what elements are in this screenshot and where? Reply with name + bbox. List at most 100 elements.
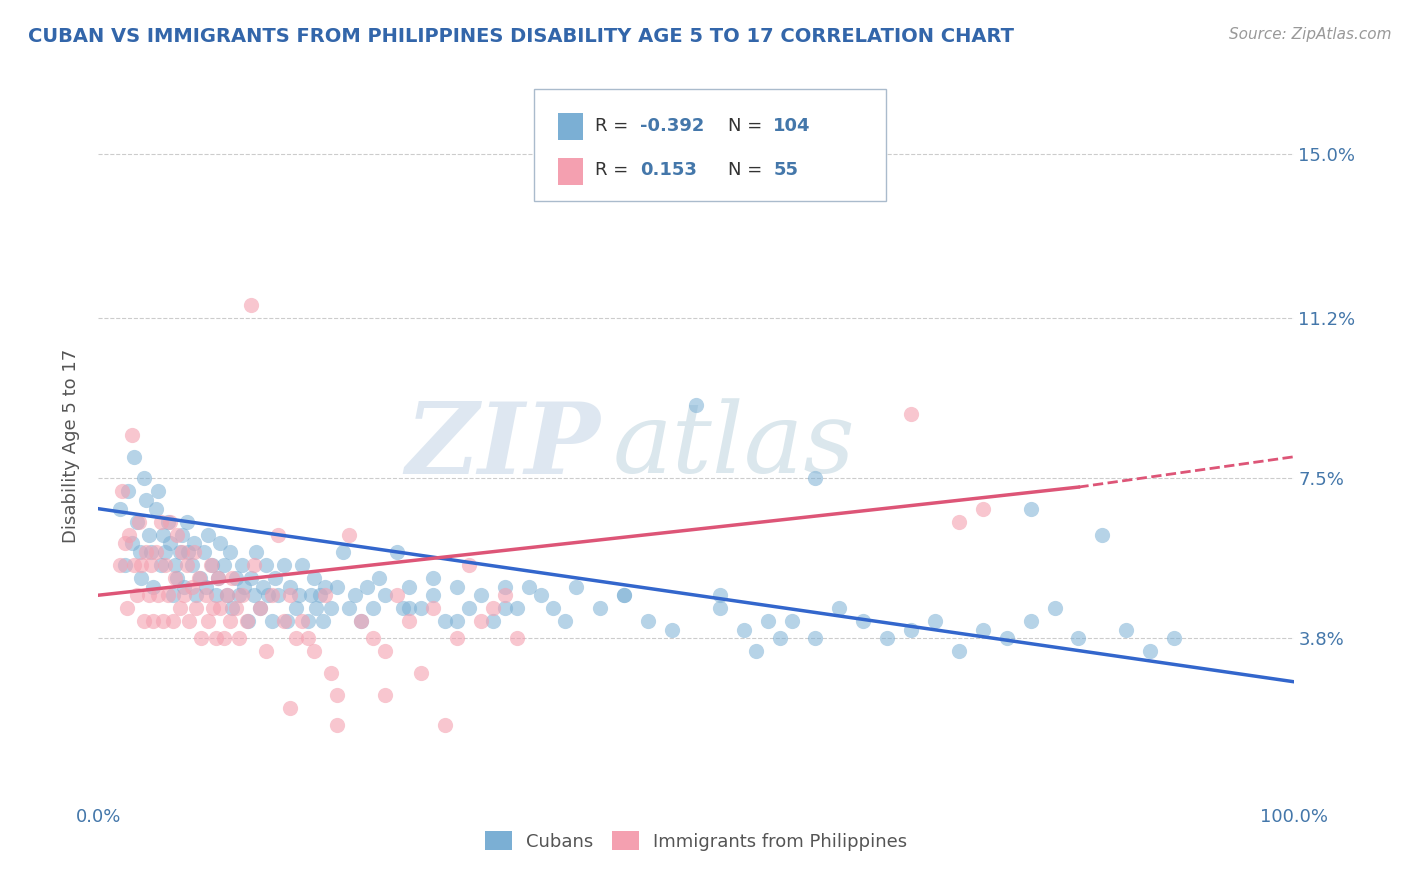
Point xyxy=(197,614,219,628)
Text: atlas: atlas xyxy=(613,399,855,493)
Point xyxy=(422,601,444,615)
Point xyxy=(1043,601,1066,615)
Point xyxy=(613,588,636,602)
Point xyxy=(613,588,636,602)
Point xyxy=(876,632,898,646)
Text: 0.153: 0.153 xyxy=(640,161,696,179)
Text: CUBAN VS IMMIGRANTS FROM PHILIPPINES DISABILITY AGE 5 TO 17 CORRELATION CHART: CUBAN VS IMMIGRANTS FROM PHILIPPINES DIS… xyxy=(28,27,1014,45)
Point xyxy=(411,666,433,681)
Point xyxy=(201,558,224,572)
Point xyxy=(278,580,301,594)
Point xyxy=(995,632,1018,646)
Point xyxy=(392,601,415,615)
Point xyxy=(217,588,239,602)
Point xyxy=(312,614,335,628)
Point xyxy=(162,614,184,628)
Point xyxy=(458,558,481,572)
Point xyxy=(249,601,271,615)
Point xyxy=(506,601,529,615)
Point xyxy=(172,545,194,559)
Point xyxy=(231,588,253,602)
Point xyxy=(273,614,295,628)
Point xyxy=(260,588,283,602)
Point xyxy=(470,614,492,628)
Point xyxy=(1139,644,1161,658)
Point xyxy=(207,571,229,585)
Point xyxy=(315,588,337,602)
Point xyxy=(166,571,188,585)
Point xyxy=(129,545,152,559)
Point xyxy=(219,545,242,559)
Point xyxy=(332,545,354,559)
Point xyxy=(302,571,325,585)
Point xyxy=(308,588,330,602)
Point xyxy=(481,601,505,615)
Point xyxy=(517,580,540,594)
Point xyxy=(249,601,271,615)
Point xyxy=(121,428,143,442)
Point xyxy=(900,623,922,637)
Point xyxy=(114,558,136,572)
Point xyxy=(128,515,150,529)
Point xyxy=(121,536,143,550)
Point xyxy=(217,588,239,602)
Point xyxy=(149,558,172,572)
Point xyxy=(299,588,322,602)
Point xyxy=(200,558,222,572)
Point xyxy=(195,580,218,594)
Point xyxy=(155,545,177,559)
Point xyxy=(135,493,157,508)
Point xyxy=(565,580,588,594)
Point xyxy=(302,644,325,658)
Point xyxy=(506,632,529,646)
Point xyxy=(350,614,373,628)
Point xyxy=(228,632,250,646)
Point xyxy=(260,614,283,628)
Point xyxy=(188,571,211,585)
Point xyxy=(163,571,186,585)
Point xyxy=(111,484,134,499)
Point xyxy=(339,527,361,541)
Point xyxy=(481,614,505,628)
Point xyxy=(138,588,160,602)
Point xyxy=(159,515,181,529)
Point xyxy=(202,601,225,615)
Point xyxy=(183,545,205,559)
Point xyxy=(398,580,420,594)
Point xyxy=(398,614,420,628)
Point xyxy=(138,527,160,541)
Point xyxy=(1019,614,1042,628)
Text: ZIP: ZIP xyxy=(405,398,600,494)
Point xyxy=(219,614,242,628)
Point xyxy=(470,588,492,602)
Point xyxy=(225,571,247,585)
Point xyxy=(145,501,167,516)
Point xyxy=(207,571,229,585)
Point xyxy=(494,580,516,594)
Point xyxy=(193,545,215,559)
Point xyxy=(305,601,328,615)
Point xyxy=(257,588,280,602)
Point xyxy=(326,580,349,594)
Point xyxy=(972,623,994,637)
Point xyxy=(197,527,219,541)
Point xyxy=(149,515,172,529)
Point xyxy=(124,450,146,464)
Point xyxy=(267,588,290,602)
Point xyxy=(125,588,148,602)
Text: N =: N = xyxy=(728,161,768,179)
Point xyxy=(180,558,202,572)
Point xyxy=(163,558,186,572)
Point xyxy=(254,558,277,572)
Point xyxy=(1067,632,1090,646)
Point xyxy=(204,588,226,602)
Point xyxy=(176,515,198,529)
Point xyxy=(131,571,153,585)
Point xyxy=(186,601,208,615)
Point xyxy=(156,588,179,602)
Point xyxy=(434,614,457,628)
Point xyxy=(108,558,131,572)
Point xyxy=(131,558,153,572)
Point xyxy=(125,515,148,529)
Point xyxy=(374,644,396,658)
